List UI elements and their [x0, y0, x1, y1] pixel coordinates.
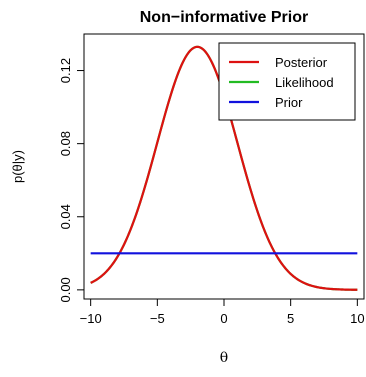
y-tick-label: 0.12	[58, 58, 73, 83]
chart-title: Non−informative Prior	[140, 9, 308, 26]
y-axis-label: p(θ|y)	[10, 150, 25, 183]
x-tick-label: 0	[220, 311, 227, 326]
legend-label-likelihood: Likelihood	[275, 75, 334, 90]
x-tick-label: −10	[80, 311, 102, 326]
x-tick-label: 5	[287, 311, 294, 326]
y-tick-label: 0.04	[58, 204, 73, 229]
legend-label-prior: Prior	[275, 95, 303, 110]
y-tick-label: 0.00	[58, 277, 73, 302]
x-axis-label: θ	[220, 350, 228, 366]
y-axis: 0.00 0.04 0.08 0.12	[58, 58, 84, 303]
x-tick-label: −5	[150, 311, 165, 326]
legend-label-posterior: Posterior	[275, 55, 328, 70]
legend: Posterior Likelihood Prior	[218, 42, 356, 121]
x-axis: −10 −5 0 5 10	[80, 299, 365, 326]
x-tick-label: 10	[350, 311, 364, 326]
y-tick-label: 0.08	[58, 131, 73, 156]
